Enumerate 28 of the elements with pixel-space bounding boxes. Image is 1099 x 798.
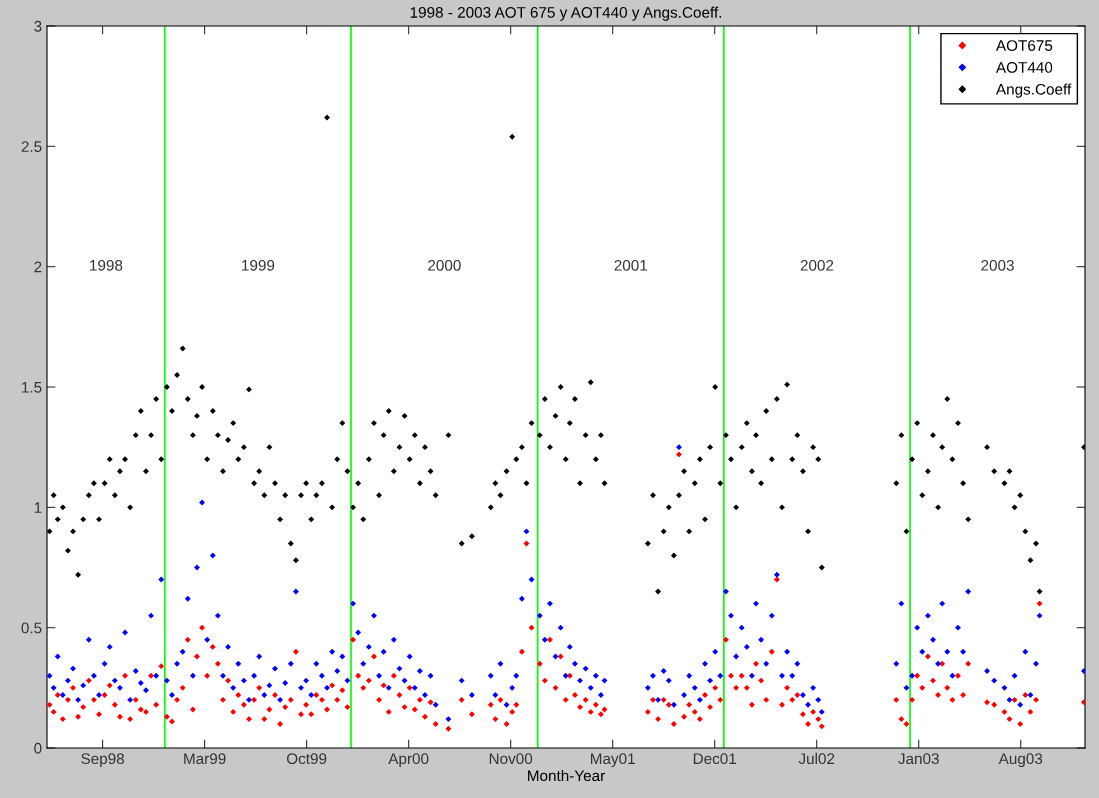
y-tick-label: 0.5 [21, 622, 42, 634]
annotation: 1999 [242, 259, 275, 271]
annotation: 2003 [981, 259, 1014, 271]
x-tick-label: May01 [591, 753, 635, 768]
annotation: 2000 [428, 259, 461, 271]
legend-label: AOT440 [995, 62, 1053, 73]
x-tick-label: Sep98 [81, 753, 125, 768]
legend-label: AOT675 [995, 40, 1053, 51]
legend-label: Angs.Coeff [995, 83, 1072, 98]
y-tick-label: 0 [34, 742, 42, 754]
x-tick-label: Oct99 [286, 753, 327, 765]
y-tick-label: 2.5 [21, 141, 42, 153]
y-tick-label: 1.5 [22, 382, 42, 393]
annotation: 2002 [800, 259, 834, 271]
y-tick-label: 1 [34, 502, 42, 513]
x-tick-label: Mar99 [184, 753, 226, 765]
x-axis-title: Month-Year [528, 769, 605, 782]
y-tick-label: 3 [34, 20, 42, 32]
x-tick-label: Apr00 [388, 753, 429, 768]
chart-title: 1998 - 2003 AOT 675 y AOT440 y Angs.Coeff. [410, 6, 722, 21]
x-tick-label: Aug03 [998, 753, 1043, 768]
x-tick-label: Jan03 [898, 753, 939, 765]
annotation: 1998 [90, 259, 123, 271]
y-tick-label: 2 [34, 261, 42, 273]
annotation: 2001 [614, 259, 648, 271]
x-tick-label: Dec01 [693, 753, 737, 765]
x-tick-label: Jul02 [798, 752, 835, 765]
x-tick-label: Nov00 [489, 753, 533, 765]
